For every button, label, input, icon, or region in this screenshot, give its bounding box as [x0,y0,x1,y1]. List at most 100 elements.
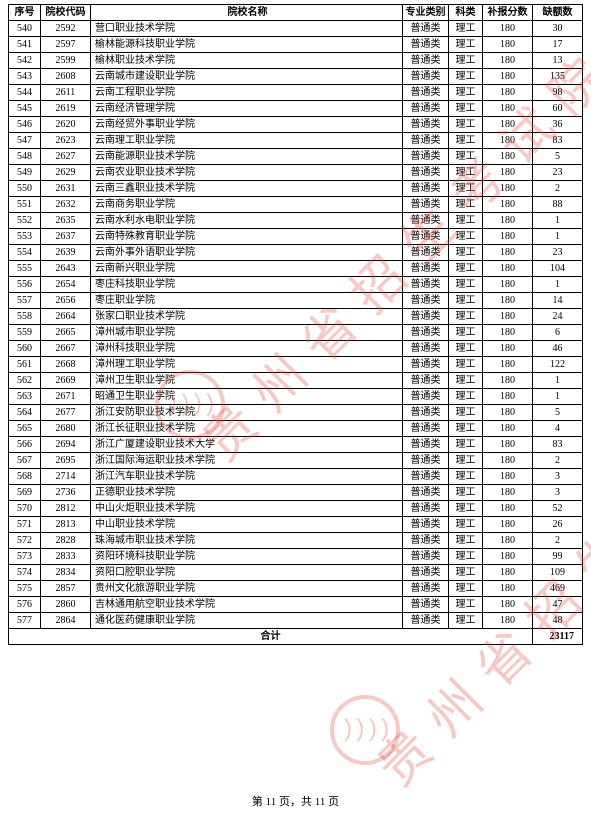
cell-name: 浙江国际海运职业技术学院 [91,453,403,469]
cell-seq: 558 [9,309,41,325]
cell-major: 普通类 [403,341,449,357]
cell-major: 普通类 [403,357,449,373]
cell-score: 180 [483,181,533,197]
cell-code: 2669 [41,373,91,389]
cell-subj: 理工 [449,517,483,533]
cell-code: 2668 [41,357,91,373]
cell-subj: 理工 [449,149,483,165]
cell-subj: 理工 [449,245,483,261]
cell-seq: 542 [9,53,41,69]
cell-seq: 553 [9,229,41,245]
cell-seq: 552 [9,213,41,229]
cell-subj: 理工 [449,53,483,69]
cell-seq: 568 [9,469,41,485]
cell-name: 吉林通用航空职业技术学院 [91,597,403,613]
cell-vac: 104 [533,261,583,277]
cell-score: 180 [483,165,533,181]
table-total-row: 合计23117 [9,629,583,645]
cell-seq: 545 [9,101,41,117]
cell-subj: 理工 [449,117,483,133]
cell-vac: 30 [533,21,583,37]
cell-vac: 24 [533,309,583,325]
table-row: 5482627云南能源职业技术学院普通类理工1805 [9,149,583,165]
cell-subj: 理工 [449,277,483,293]
cell-seq: 549 [9,165,41,181]
cell-code: 2680 [41,421,91,437]
cell-major: 普通类 [403,501,449,517]
cell-subj: 理工 [449,197,483,213]
cell-subj: 理工 [449,453,483,469]
header-seq: 序号 [9,5,41,21]
table-row: 5562654枣庄科技职业学院普通类理工1801 [9,277,583,293]
cell-seq: 576 [9,597,41,613]
cell-name: 云南新兴职业学院 [91,261,403,277]
table-row: 5662694浙江广厦建设职业技术大学普通类理工18083 [9,437,583,453]
cell-vac: 23 [533,245,583,261]
cell-seq: 561 [9,357,41,373]
table-row: 5492629云南农业职业技术学院普通类理工18023 [9,165,583,181]
header-vac: 缺额数 [533,5,583,21]
cell-name: 中山火炬职业技术学院 [91,501,403,517]
cell-seq: 564 [9,405,41,421]
watermark-seal-lower: )))) [330,695,400,765]
cell-name: 营口职业技术学院 [91,21,403,37]
cell-score: 180 [483,133,533,149]
cell-major: 普通类 [403,469,449,485]
cell-major: 普通类 [403,453,449,469]
cell-name: 资阳环境科技职业学院 [91,549,403,565]
cell-seq: 569 [9,485,41,501]
cell-name: 贵州文化旅游职业学院 [91,581,403,597]
table-row: 5412597榆林能源科技职业学院普通类理工18017 [9,37,583,53]
page-container: )))) 贵州省招生考试院 )))) 贵州省招生考试院 序号 院校代码 院校名称… [0,0,591,837]
total-label: 合计 [9,629,533,645]
cell-subj: 理工 [449,229,483,245]
cell-vac: 83 [533,437,583,453]
cell-score: 180 [483,101,533,117]
cell-code: 2665 [41,325,91,341]
cell-seq: 571 [9,517,41,533]
cell-seq: 550 [9,181,41,197]
cell-subj: 理工 [449,213,483,229]
cell-major: 普通类 [403,229,449,245]
cell-subj: 理工 [449,373,483,389]
cell-name: 云南工程职业学院 [91,85,403,101]
cell-vac: 109 [533,565,583,581]
cell-major: 普通类 [403,21,449,37]
cell-vac: 6 [533,325,583,341]
cell-vac: 122 [533,357,583,373]
cell-subj: 理工 [449,613,483,629]
cell-name: 云南理工职业学院 [91,133,403,149]
cell-vac: 2 [533,533,583,549]
cell-seq: 566 [9,437,41,453]
cell-score: 180 [483,213,533,229]
cell-major: 普通类 [403,533,449,549]
table-row: 5512632云南商务职业学院普通类理工18088 [9,197,583,213]
cell-code: 2813 [41,517,91,533]
cell-score: 180 [483,245,533,261]
cell-vac: 1 [533,229,583,245]
table-row: 5582664张家口职业技术学院普通类理工18024 [9,309,583,325]
cell-score: 180 [483,341,533,357]
cell-major: 普通类 [403,69,449,85]
cell-major: 普通类 [403,85,449,101]
cell-seq: 551 [9,197,41,213]
cell-seq: 563 [9,389,41,405]
cell-seq: 574 [9,565,41,581]
cell-score: 180 [483,453,533,469]
cell-major: 普通类 [403,53,449,69]
cell-major: 普通类 [403,437,449,453]
cell-score: 180 [483,197,533,213]
cell-score: 180 [483,357,533,373]
cell-score: 180 [483,485,533,501]
cell-vac: 98 [533,85,583,101]
cell-code: 2643 [41,261,91,277]
cell-code: 2812 [41,501,91,517]
cell-seq: 575 [9,581,41,597]
cell-vac: 3 [533,469,583,485]
cell-code: 2694 [41,437,91,453]
cell-major: 普通类 [403,149,449,165]
table-header-row: 序号 院校代码 院校名称 专业类别 科类 补报分数 缺额数 [9,5,583,21]
cell-score: 180 [483,309,533,325]
cell-vac: 5 [533,405,583,421]
cell-name: 云南外事外语职业学院 [91,245,403,261]
